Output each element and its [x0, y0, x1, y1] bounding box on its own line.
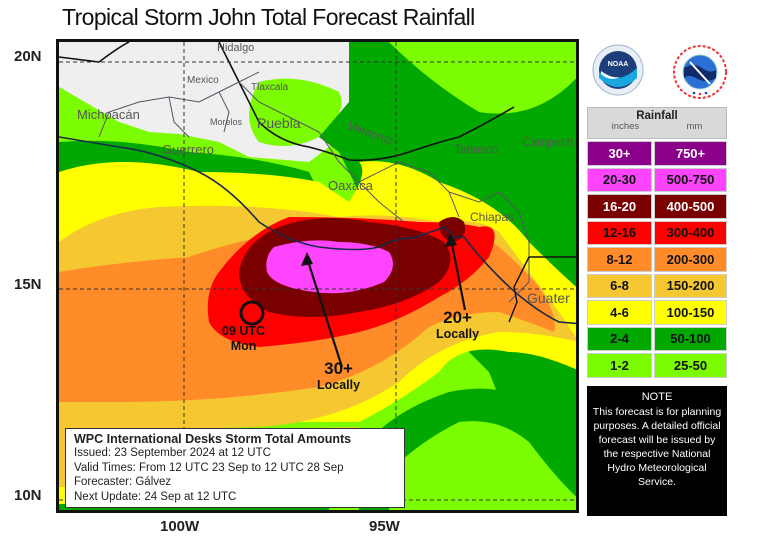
- region-label-michoacan: Michoacán: [77, 107, 140, 122]
- forecast-note: NOTE This forecast is for planning purpo…: [587, 386, 727, 516]
- legend-mm: 100-150: [654, 300, 727, 325]
- annotation-qualifier: Locally: [317, 378, 361, 392]
- legend-mm: 300-400: [654, 220, 727, 245]
- lat-label-10n: 10N: [14, 487, 42, 504]
- legend-row: 12-16 300-400: [587, 220, 727, 245]
- note-heading: NOTE: [641, 391, 673, 403]
- rainfall-legend: Rainfall inches mm 30+ 750+ 20-30 500-75…: [587, 107, 727, 378]
- annotation-20-plus: 20+ Locally: [436, 308, 479, 341]
- lat-label-15n: 15N: [14, 276, 42, 293]
- legend-mm: 200-300: [654, 247, 727, 272]
- rainfall-contours: [59, 42, 576, 510]
- legend-row: 8-12 200-300: [587, 247, 727, 272]
- region-label-mexico: Mexico: [187, 75, 219, 86]
- region-label-tabasco: Tabasco: [454, 142, 499, 156]
- storm-position-label: 09 UTC Mon: [222, 324, 265, 354]
- legend-inches: 12-16: [587, 220, 652, 245]
- page-title: Tropical Storm John Total Forecast Rainf…: [62, 4, 475, 30]
- info-issued: Issued: 23 September 2024 at 12 UTC: [74, 447, 271, 459]
- noaa-emblem-icon: NOAA: [592, 44, 644, 96]
- nws-logo: [672, 44, 727, 99]
- legend-row: 1-2 25-50: [587, 353, 727, 378]
- legend-unit-inches: inches: [611, 121, 640, 132]
- forecast-info-box: WPC International Desks Storm Total Amou…: [65, 428, 405, 508]
- legend-row: 6-8 150-200: [587, 273, 727, 298]
- noaa-logo: NOAA: [592, 44, 644, 96]
- legend-mm: 25-50: [654, 353, 727, 378]
- region-label-hidalgo: Hidalgo: [217, 42, 255, 54]
- region-label-tlaxcala: Tlaxcala: [251, 82, 289, 93]
- region-label-guatemala: Guater: [527, 290, 570, 306]
- region-label-chiapas: Chiapas: [470, 210, 515, 224]
- region-label-guerrero: Guerrero: [162, 142, 215, 157]
- storm-day-label: Mon: [230, 339, 257, 353]
- lat-label-20n: 20N: [14, 48, 42, 65]
- legend-inches: 6-8: [587, 273, 652, 298]
- legend-inches: 1-2: [587, 353, 652, 378]
- note-body: This forecast is for planning purposes. …: [592, 406, 722, 488]
- legend-row: 30+ 750+: [587, 141, 727, 166]
- lon-label-95w: 95W: [369, 518, 400, 535]
- legend-inches: 20-30: [587, 167, 652, 192]
- legend-mm: 150-200: [654, 273, 727, 298]
- region-label-morelos: Morelos: [210, 117, 243, 127]
- legend-inches: 16-20: [587, 194, 652, 219]
- annotation-amount: 30+: [324, 359, 353, 378]
- region-label-campeche: Campech: [522, 135, 574, 149]
- legend-inches: 2-4: [587, 326, 652, 351]
- legend-inches: 8-12: [587, 247, 652, 272]
- info-valid-times: Valid Times: From 12 UTC 23 Sep to 12 UT…: [74, 461, 344, 474]
- info-next-update: Next Update: 24 Sep at 12 UTC: [74, 490, 237, 503]
- legend-title: Rainfall: [636, 110, 678, 122]
- info-heading: WPC International Desks Storm Total Amou…: [74, 432, 352, 446]
- legend-row: 4-6 100-150: [587, 300, 727, 325]
- region-label-puebla: Puebla: [257, 115, 301, 131]
- storm-time-label: 09 UTC: [222, 324, 266, 338]
- legend-row: 20-30 500-750: [587, 167, 727, 192]
- region-label-oaxaca: Oaxaca: [328, 178, 373, 193]
- legend-mm: 50-100: [654, 326, 727, 351]
- legend-inches: 4-6: [587, 300, 652, 325]
- lon-label-100w: 100W: [160, 518, 200, 535]
- annotation-30-plus: 30+ Locally: [317, 359, 360, 392]
- legend-mm: 500-750: [654, 167, 727, 192]
- annotation-amount: 20+: [443, 308, 472, 327]
- nws-emblem-icon: [673, 45, 727, 99]
- legend-inches: 30+: [587, 141, 652, 166]
- legend-header: Rainfall inches mm: [587, 107, 727, 139]
- legend-mm: 400-500: [654, 194, 727, 219]
- info-forecaster: Forecaster: Gálvez: [74, 476, 172, 488]
- svg-text:NOAA: NOAA: [608, 61, 629, 68]
- legend-row: 16-20 400-500: [587, 194, 727, 219]
- annotation-qualifier: Locally: [436, 327, 480, 341]
- legend-row: 2-4 50-100: [587, 326, 727, 351]
- legend-mm: 750+: [654, 141, 727, 166]
- legend-unit-mm: mm: [686, 121, 703, 132]
